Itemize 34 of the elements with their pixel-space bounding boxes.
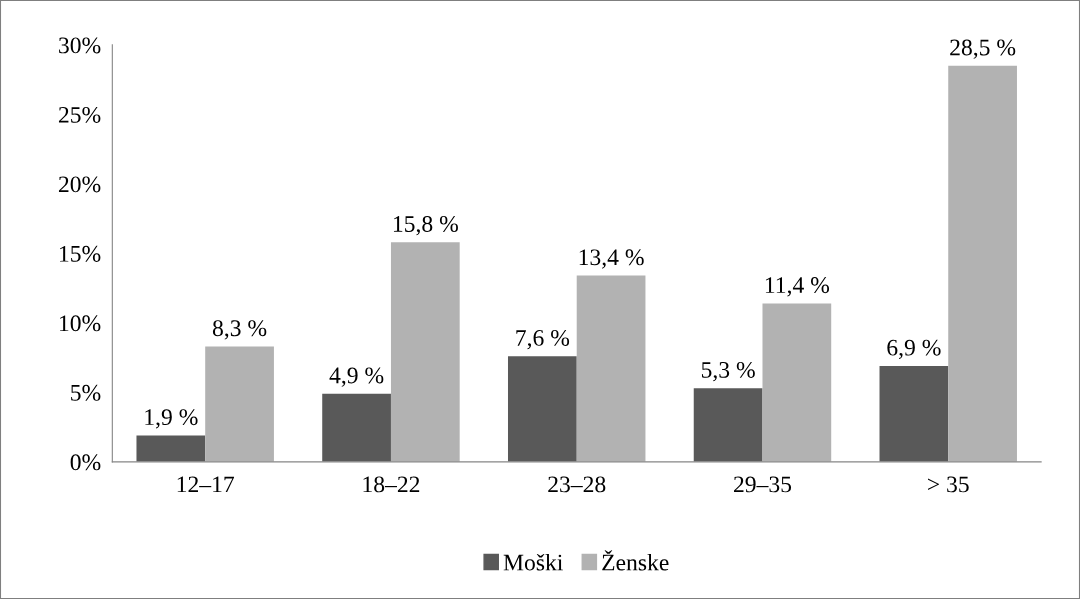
x-tick-label: 18–22 xyxy=(363,476,420,493)
bar xyxy=(390,242,460,462)
data-label: 8,3 % xyxy=(212,320,267,340)
x-tick-label: 12–17 xyxy=(177,476,235,493)
data-label: 4,9 % xyxy=(329,367,384,387)
bar xyxy=(136,435,206,462)
data-label: 1,9 % xyxy=(145,409,198,429)
bar xyxy=(322,393,391,462)
data-label: 6,9 % xyxy=(887,339,941,359)
bar xyxy=(879,365,949,462)
y-tick-label: 20% xyxy=(58,176,101,193)
legend-label: Moški xyxy=(503,553,563,571)
y-tick-label: 15% xyxy=(60,245,101,262)
data-label: 28,5 % xyxy=(950,39,1016,59)
data-label: 7,6 % xyxy=(516,329,570,350)
data-label: 15,8 % xyxy=(393,215,458,236)
data-label: 11,4 % xyxy=(765,277,830,297)
y-tick-label: 10% xyxy=(60,315,101,332)
bar xyxy=(693,388,763,462)
bar xyxy=(507,356,577,462)
legend-label: Ženske xyxy=(602,550,669,571)
x-tick-label: 29–35 xyxy=(734,476,792,493)
bar xyxy=(576,275,646,462)
y-tick-label: 0% xyxy=(70,454,101,471)
data-label: 13,4 % xyxy=(579,249,644,269)
y-tick-label: 30% xyxy=(59,37,101,54)
y-tick-label: 25% xyxy=(58,106,101,123)
bar xyxy=(762,303,832,462)
y-tick-label: 5% xyxy=(71,384,101,401)
x-tick-label: > 35 xyxy=(928,476,969,493)
data-label: 5,3 % xyxy=(701,361,755,382)
x-tick-label: 23–28 xyxy=(548,476,606,493)
bar xyxy=(205,346,274,462)
bar xyxy=(948,65,1017,462)
